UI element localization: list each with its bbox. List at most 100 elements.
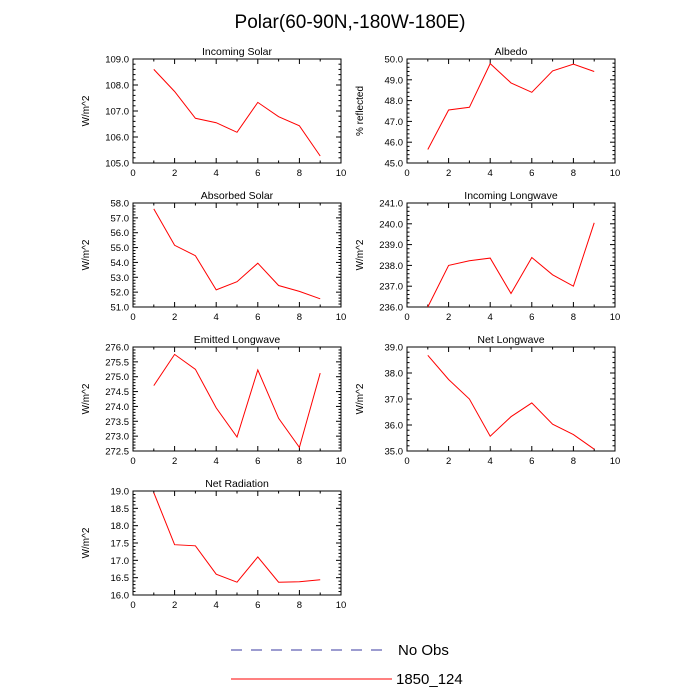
incoming-longwave-xtick-label: 0 xyxy=(404,312,409,323)
net-radiation-series-1850-124 xyxy=(153,492,321,583)
albedo-plot-frame xyxy=(406,58,616,164)
net-longwave-title: Net Longwave xyxy=(477,334,544,346)
absorbed-solar-ytick-label: 54.0 xyxy=(111,258,130,269)
albedo-ytick-label: 45.0 xyxy=(385,159,404,170)
emitted-longwave-xtick-label: 2 xyxy=(172,456,177,467)
incoming-solar-ytick-label: 108.0 xyxy=(105,81,129,92)
incoming-solar-xtick-label: 0 xyxy=(130,168,135,179)
net-longwave-xtick-label: 6 xyxy=(529,456,534,467)
net-radiation-xtick-label: 6 xyxy=(255,600,260,611)
albedo-ytick-label: 49.0 xyxy=(385,75,404,86)
absorbed-solar-ytick-label: 53.0 xyxy=(111,273,130,284)
net-radiation-title: Net Radiation xyxy=(205,478,269,490)
panel-net-longwave: Net Longwave 0 2 4 6 8 10 35.0 36.0 37.0 38.0 39.0 W… xyxy=(355,334,620,467)
incoming-longwave-xtick-label: 4 xyxy=(488,312,493,323)
emitted-longwave-ytick-label: 274.0 xyxy=(105,402,129,413)
net-longwave-ytick-label: 38.0 xyxy=(385,369,404,380)
net-radiation-ytick-label: 18.5 xyxy=(111,504,130,515)
net-longwave-ytick-label: 35.0 xyxy=(385,447,404,458)
albedo-xtick-label: 10 xyxy=(610,168,621,179)
incoming-solar-ytick-label: 109.0 xyxy=(105,55,129,66)
net-radiation-xtick-label: 8 xyxy=(297,600,302,611)
incoming-longwave-ytick-label: 241.0 xyxy=(379,199,403,210)
absorbed-solar-xtick-label: 10 xyxy=(336,312,347,323)
panel-incoming-longwave: Incoming Longwave 0 2 4 6 8 10 236.0 237.0 238.0 2… xyxy=(355,190,620,323)
net-radiation-xtick-label: 4 xyxy=(214,600,219,611)
incoming-solar-xtick-label: 10 xyxy=(336,168,347,179)
panel-emitted-longwave: Emitted Longwave 0 2 4 6 8 10 272.5 273.0 273.5 27… xyxy=(81,334,346,467)
legend-label-1850-124: 1850_124 xyxy=(396,671,463,688)
emitted-longwave-ylabel: W/m^2 xyxy=(81,383,92,414)
emitted-longwave-ytick-label: 272.5 xyxy=(105,447,129,458)
absorbed-solar-xtick-label: 0 xyxy=(130,312,135,323)
emitted-longwave-series-1850-124 xyxy=(153,353,321,449)
incoming-solar-xtick-label: 4 xyxy=(214,168,219,179)
net-radiation-ytick-label: 16.5 xyxy=(111,573,130,584)
absorbed-solar-ytick-label: 55.0 xyxy=(111,243,130,254)
absorbed-solar-xtick-label: 2 xyxy=(172,312,177,323)
absorbed-solar-xtick-label: 4 xyxy=(214,312,219,323)
albedo-ytick-label: 46.0 xyxy=(385,138,404,149)
legend-item-1850-124: 1850_124 xyxy=(231,671,463,688)
incoming-solar-xtick-label: 8 xyxy=(297,168,302,179)
emitted-longwave-xtick-label: 10 xyxy=(336,456,347,467)
net-radiation-plot-frame xyxy=(132,490,342,596)
incoming-longwave-ytick-label: 238.0 xyxy=(379,261,403,272)
panel-incoming-solar: Incoming Solar 0 2 4 6 8 10 105.0 106.0 107.0 108.… xyxy=(81,46,346,179)
absorbed-solar-ytick-label: 58.0 xyxy=(111,199,130,210)
emitted-longwave-title: Emitted Longwave xyxy=(194,334,281,346)
net-longwave-xtick-label: 4 xyxy=(488,456,493,467)
incoming-longwave-ytick-label: 237.0 xyxy=(379,282,403,293)
albedo-xtick-label: 0 xyxy=(404,168,409,179)
panel-albedo: Albedo 0 2 4 6 8 10 45.0 46.0 47.0 48.0 49.0 50.0 % r… xyxy=(355,46,620,179)
incoming-longwave-title: Incoming Longwave xyxy=(464,190,558,202)
emitted-longwave-xtick-label: 8 xyxy=(297,456,302,467)
emitted-longwave-ytick-label: 276.0 xyxy=(105,343,129,354)
absorbed-solar-ytick-label: 51.0 xyxy=(111,303,130,314)
net-radiation-xtick-label: 10 xyxy=(336,600,347,611)
incoming-solar-series-1850-124 xyxy=(153,69,321,157)
emitted-longwave-ytick-label: 274.5 xyxy=(105,387,129,398)
absorbed-solar-xtick-label: 8 xyxy=(297,312,302,323)
legend-item-no-obs: No Obs xyxy=(231,642,449,659)
albedo-title: Albedo xyxy=(495,46,528,58)
emitted-longwave-xtick-label: 6 xyxy=(255,456,260,467)
albedo-xtick-label: 4 xyxy=(488,168,493,179)
net-longwave-xtick-label: 8 xyxy=(571,456,576,467)
incoming-solar-ytick-label: 105.0 xyxy=(105,159,129,170)
panels: Incoming Solar 0 2 4 6 8 10 105.0 106.0 107.0 108.… xyxy=(81,46,620,611)
emitted-longwave-ytick-label: 273.5 xyxy=(105,417,129,428)
net-radiation-ytick-label: 17.5 xyxy=(111,539,130,550)
net-longwave-xtick-label: 10 xyxy=(610,456,621,467)
emitted-longwave-ytick-label: 273.0 xyxy=(105,432,129,443)
albedo-xtick-label: 8 xyxy=(571,168,576,179)
incoming-solar-xtick-label: 6 xyxy=(255,168,260,179)
panel-absorbed-solar: Absorbed Solar 0 2 4 6 8 10 51.0 52.0 53.0 54.0 55.… xyxy=(81,190,346,323)
incoming-solar-xtick-label: 2 xyxy=(172,168,177,179)
albedo-xtick-label: 2 xyxy=(446,168,451,179)
incoming-solar-plot-frame xyxy=(132,58,342,164)
emitted-longwave-xtick-label: 4 xyxy=(214,456,219,467)
net-radiation-xtick-label: 2 xyxy=(172,600,177,611)
emitted-longwave-xtick-label: 0 xyxy=(130,456,135,467)
incoming-longwave-ytick-label: 236.0 xyxy=(379,303,403,314)
incoming-longwave-ylabel: W/m^2 xyxy=(355,239,366,270)
albedo-ytick-label: 50.0 xyxy=(385,55,404,66)
albedo-xtick-label: 6 xyxy=(529,168,534,179)
net-longwave-xtick-label: 2 xyxy=(446,456,451,467)
net-longwave-ytick-label: 37.0 xyxy=(385,395,404,406)
incoming-solar-ytick-label: 106.0 xyxy=(105,133,129,144)
absorbed-solar-plot-frame xyxy=(132,202,342,308)
net-radiation-ylabel: W/m^2 xyxy=(81,527,92,558)
net-radiation-ytick-label: 18.0 xyxy=(111,521,130,532)
net-longwave-ytick-label: 36.0 xyxy=(385,421,404,432)
albedo-series-1850-124 xyxy=(427,62,595,150)
incoming-solar-title: Incoming Solar xyxy=(202,46,273,58)
incoming-longwave-ytick-label: 240.0 xyxy=(379,219,403,230)
net-longwave-plot-frame xyxy=(406,346,616,452)
albedo-ytick-label: 48.0 xyxy=(385,96,404,107)
net-radiation-ytick-label: 19.0 xyxy=(111,487,130,498)
absorbed-solar-ylabel: W/m^2 xyxy=(81,239,92,270)
absorbed-solar-series-1850-124 xyxy=(153,208,321,300)
